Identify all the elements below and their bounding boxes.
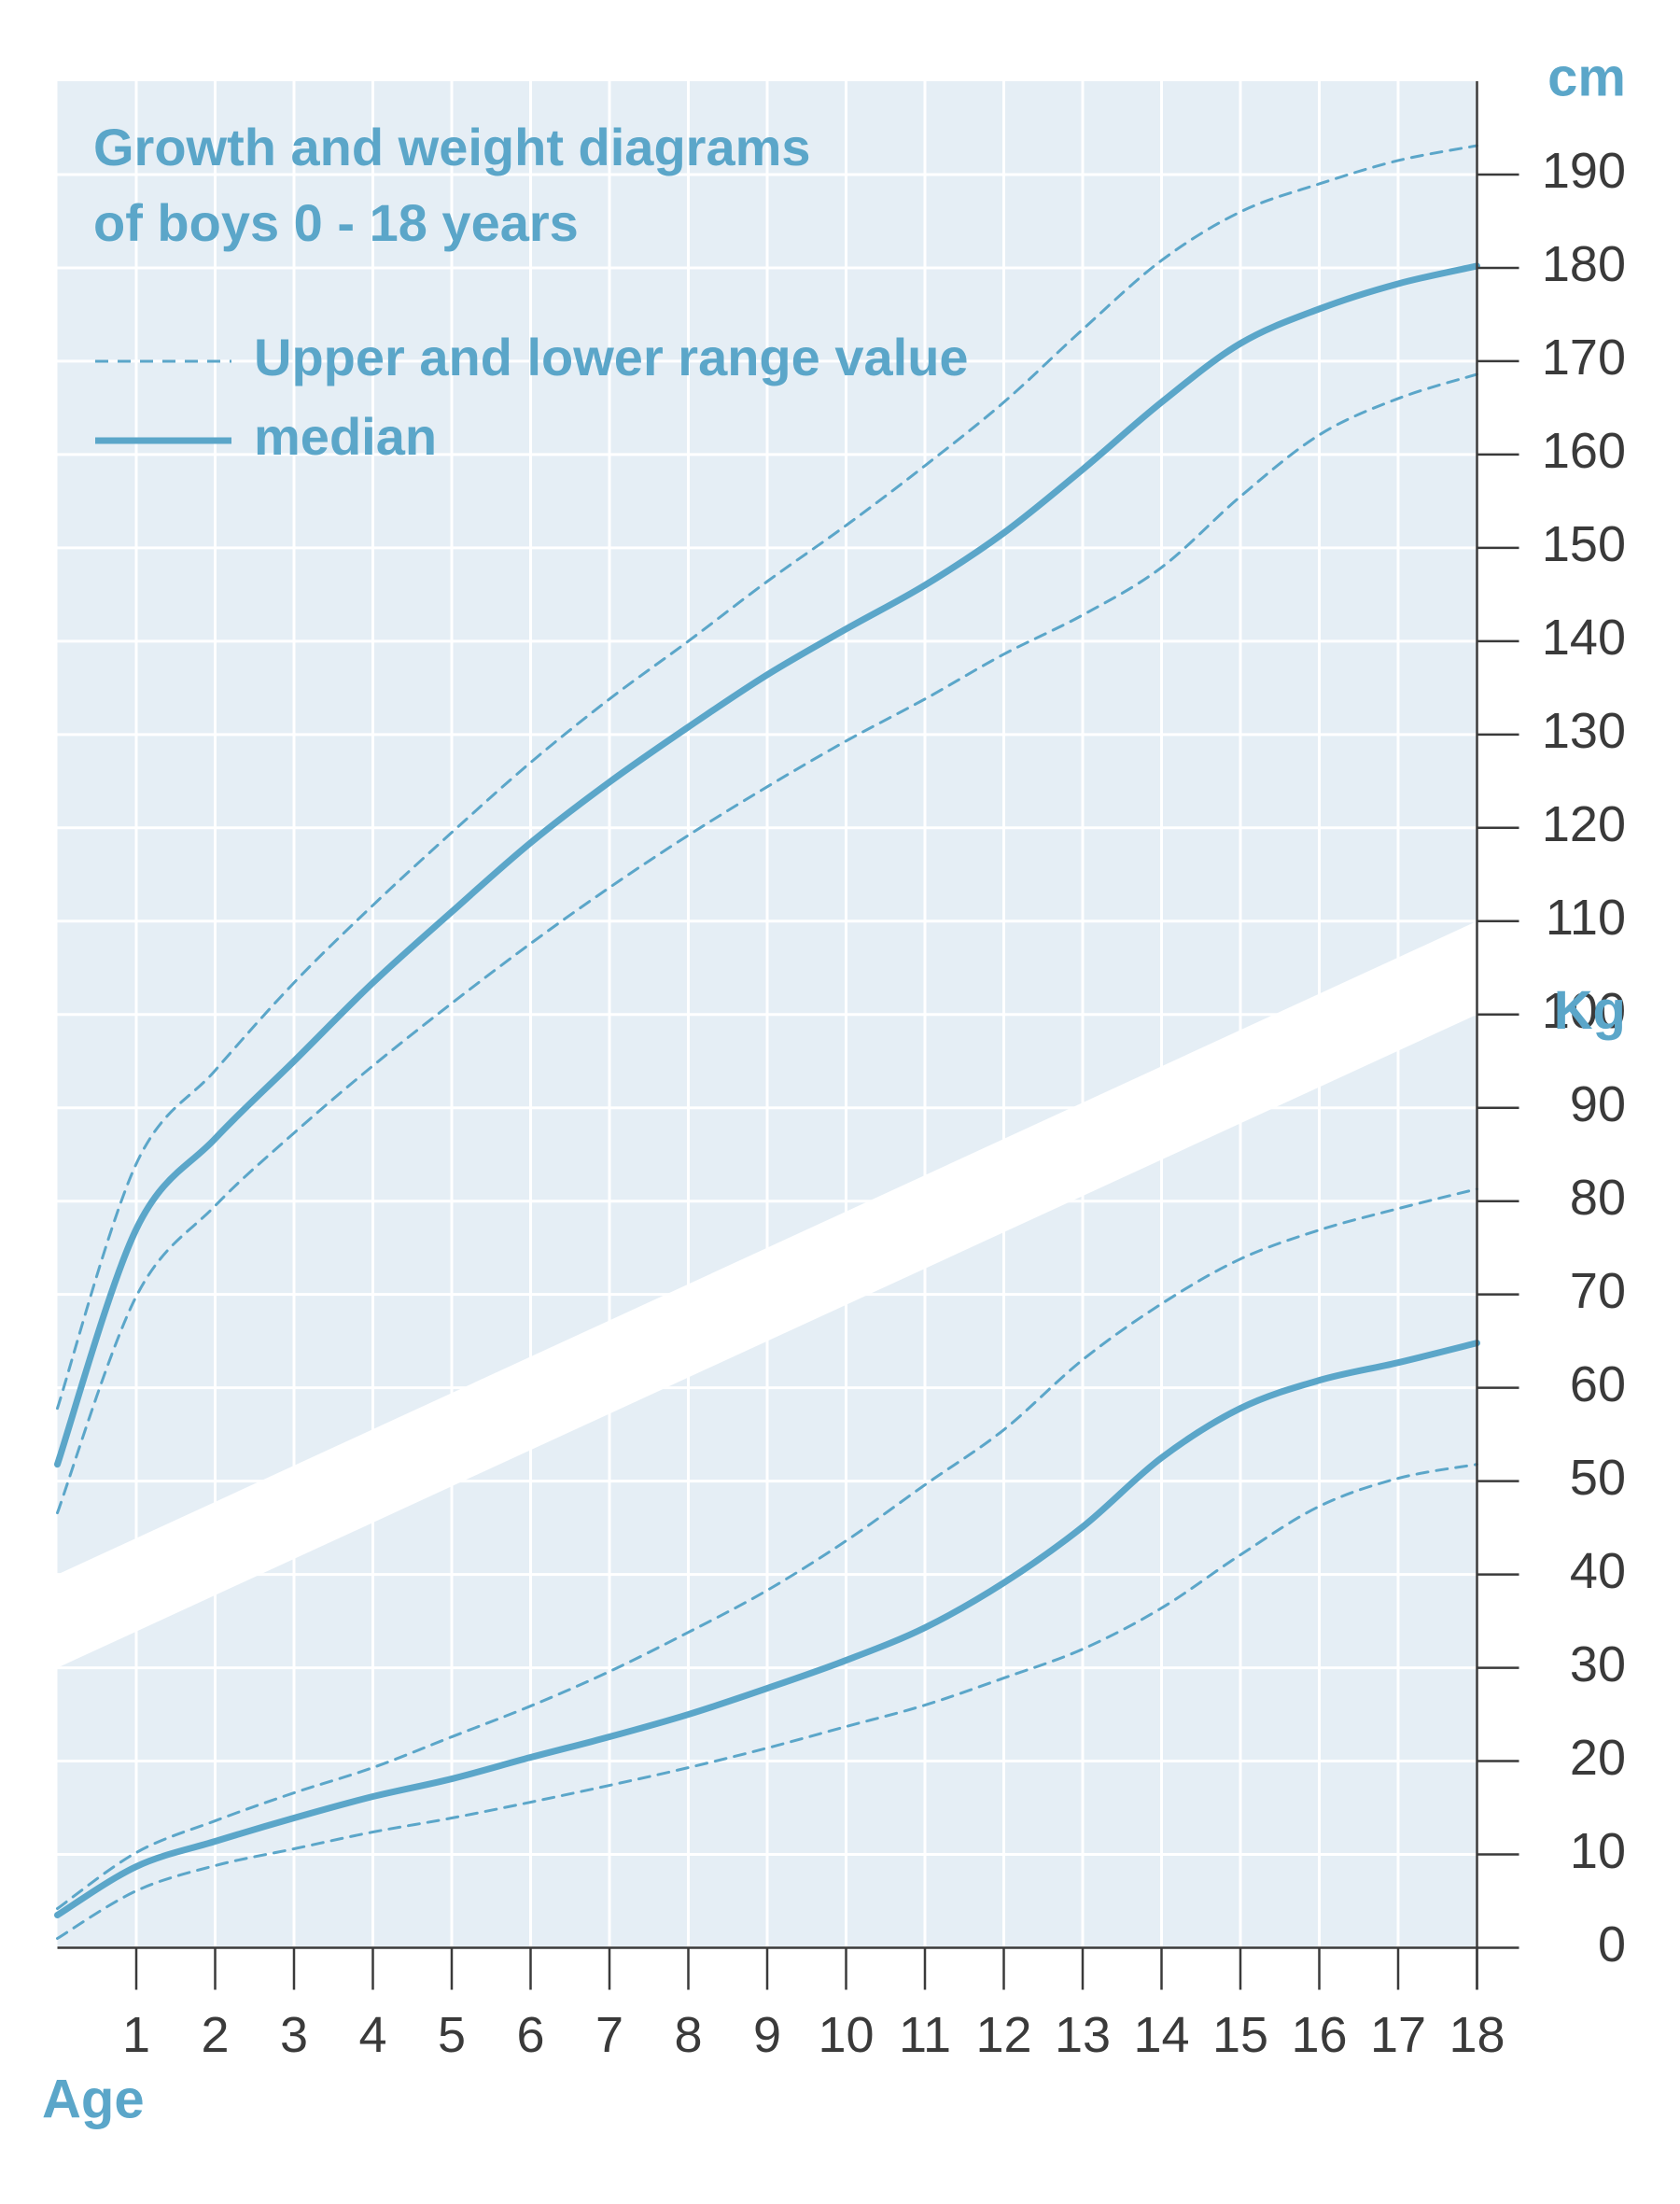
y-tick-label: 80 (1570, 1170, 1626, 1226)
x-tick-label: 2 (201, 2007, 229, 2063)
median-line (54, 1340, 1480, 1919)
chart-subtitle: of boys 0 - 18 years (93, 193, 579, 252)
y2-tick-label: 140 (1542, 610, 1626, 666)
x-tick-label: 6 (516, 2007, 544, 2063)
y2-tick-label: 130 (1542, 703, 1626, 759)
x-tick-label: 10 (818, 2007, 874, 2063)
legend-label: Upper and lower range value (254, 328, 969, 386)
y-tick-label: 10 (1570, 1823, 1626, 1879)
x-tick-label: 1 (122, 2007, 150, 2063)
legend-label: median (254, 407, 437, 466)
x-tick-label: 5 (438, 2007, 466, 2063)
y-tick-label: 0 (1598, 1916, 1626, 1972)
x-tick-label: 3 (280, 2007, 308, 2063)
range-line (56, 372, 1478, 1515)
x-tick-label: 12 (975, 2007, 1031, 2063)
x-tick-label: 7 (595, 2007, 623, 2063)
x-tick-label: 9 (753, 2007, 781, 2063)
median-line (54, 262, 1480, 1468)
y-tick-label: 60 (1570, 1356, 1626, 1412)
y-tick-label: 70 (1570, 1263, 1626, 1319)
lines (54, 144, 1480, 1940)
y2-tick-label: 120 (1542, 796, 1626, 852)
y2-tick-label: 110 (1546, 890, 1626, 946)
x-axis-label: Age (42, 2069, 145, 2129)
y2-axis-label: cm (1547, 47, 1626, 107)
y-tick-label: 100 (1542, 983, 1626, 1039)
y-tick-label: 50 (1570, 1450, 1626, 1506)
y2-tick-label: 160 (1542, 423, 1626, 479)
x-tick-label: 13 (1055, 2007, 1111, 2063)
x-tick-label: 16 (1291, 2007, 1347, 2063)
range-line (56, 1187, 1478, 1911)
y-tick-label: 40 (1570, 1543, 1626, 1599)
axes: 1 2 3 4 5 6 7 8 9 10 11 12 13 14 15 16 17 180102030405060… (57, 81, 1626, 2063)
y-tick-label: 20 (1570, 1730, 1626, 1786)
y2-tick-label: 150 (1542, 516, 1626, 572)
x-tick-label: 8 (674, 2007, 702, 2063)
y-axis-label: Kg (1554, 980, 1626, 1041)
x-tick-label: 18 (1449, 2007, 1505, 2063)
range-line (56, 1463, 1478, 1940)
y-tick-label: 90 (1570, 1076, 1626, 1132)
y2-tick-label: 170 (1542, 330, 1626, 386)
y2-tick-label: 190 (1542, 143, 1626, 199)
x-tick-label: 11 (899, 2007, 951, 2063)
x-tick-label: 14 (1133, 2007, 1189, 2063)
chart-title: Growth and weight diagrams (93, 118, 811, 176)
x-tick-label: 15 (1212, 2007, 1268, 2063)
grid (57, 81, 1478, 1949)
break-band (57, 920, 1477, 1668)
y-tick-label: 30 (1570, 1636, 1626, 1692)
y2-tick-label: 180 (1542, 236, 1626, 292)
x-tick-label: 17 (1370, 2007, 1426, 2063)
x-tick-label: 4 (358, 2007, 386, 2063)
range-line (56, 144, 1478, 1411)
